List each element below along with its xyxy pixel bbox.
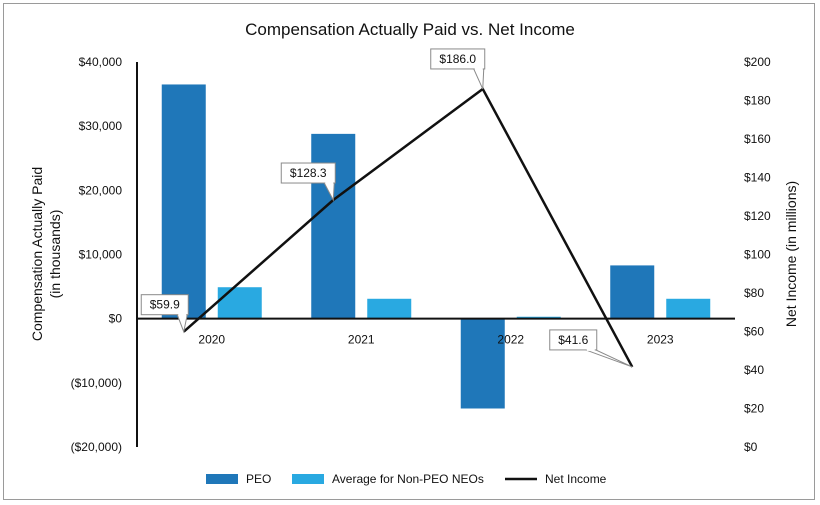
right-tick-label: $20 — [744, 402, 764, 416]
net-income-line — [182, 87, 634, 368]
left-tick-label: $20,000 — [79, 183, 123, 197]
callouts-group: $59.9 $128.3 $186.0 $41.6 — [140, 48, 633, 368]
callout-label: $128.3 — [290, 166, 327, 180]
peo-bar-2022 — [460, 318, 505, 409]
category-label-2023: 2023 — [647, 333, 674, 347]
right-tick-label: $0 — [744, 440, 758, 454]
right-axis-ticks: $200 $180 $160 $140 $120 $100 $80 $60 $40 $20 $0 — [744, 55, 771, 454]
callout-pointer — [472, 68, 485, 90]
right-tick-label: $200 — [744, 55, 771, 69]
chart-title: Compensation Actually Paid vs. Net Incom… — [245, 20, 575, 39]
legend-item-2: Net Income — [505, 472, 607, 486]
callout-box — [549, 329, 598, 351]
legend-item-1: Average for Non-PEO NEOs — [292, 472, 484, 486]
category-labels: 2020 2021 2022 2023 — [198, 333, 674, 347]
left-tick-label: $30,000 — [79, 119, 123, 133]
legend-item-0: PEO — [206, 472, 271, 486]
left-tick-label: $40,000 — [79, 55, 123, 69]
callout-label: $41.6 — [558, 333, 588, 347]
callout-label: $59.9 — [150, 298, 180, 312]
non-peo-bar-2020 — [217, 287, 262, 319]
callout-box — [140, 294, 189, 316]
right-tick-label: $140 — [744, 171, 771, 185]
legend-swatch — [292, 474, 324, 484]
net-income-layer — [182, 87, 634, 368]
legend-swatch — [206, 474, 238, 484]
non-peo-bar-2023 — [666, 298, 711, 319]
left-tick-label: $0 — [109, 312, 123, 326]
right-tick-label: $40 — [744, 363, 764, 377]
category-label-2022: 2022 — [497, 333, 524, 347]
axes-group — [136, 62, 735, 447]
right-tick-label: $120 — [744, 209, 771, 223]
left-axis-title-line2: (in thousands) — [47, 210, 63, 299]
left-axis-ticks: $40,000 $30,000 $20,000 $10,000 $0 ($10,000) (… — [71, 55, 123, 454]
right-tick-label: $100 — [744, 248, 771, 262]
legend-label: Average for Non-PEO NEOs — [332, 472, 484, 486]
non-peo-bar-2021 — [367, 298, 412, 319]
right-tick-label: $60 — [744, 325, 764, 339]
peo-bar-2020 — [161, 84, 206, 319]
callout-box — [430, 48, 486, 70]
net-income-callout-2023: $41.6 — [549, 329, 633, 368]
left-axis-title-line1: Compensation Actually Paid — [29, 167, 45, 341]
bars-group — [161, 84, 711, 409]
right-axis-title: Net Income (in millions) — [783, 181, 799, 327]
category-label-2020: 2020 — [198, 333, 225, 347]
legend-label: Net Income — [545, 472, 607, 486]
left-tick-label: ($20,000) — [71, 440, 122, 454]
right-tick-label: $180 — [744, 94, 771, 108]
callout-box — [280, 162, 336, 184]
peo-bar-2021 — [311, 133, 356, 319]
callout-label: $186.0 — [439, 52, 476, 66]
right-tick-label: $80 — [744, 286, 764, 300]
net-income-callout-2022: $186.0 — [430, 48, 486, 90]
right-tick-label: $160 — [744, 132, 771, 146]
net-income-callout-2020: $59.9 — [140, 294, 189, 334]
left-tick-label: ($10,000) — [71, 376, 122, 390]
legend-label: PEO — [246, 472, 271, 486]
peo-bar-2023 — [610, 265, 655, 319]
net-income-callout-2021: $128.3 — [280, 162, 336, 202]
legend: PEO Average for Non-PEO NEOs Net Income — [206, 472, 607, 486]
chart-frame — [3, 3, 815, 500]
category-label-2021: 2021 — [348, 333, 375, 347]
left-tick-label: $10,000 — [79, 248, 123, 262]
